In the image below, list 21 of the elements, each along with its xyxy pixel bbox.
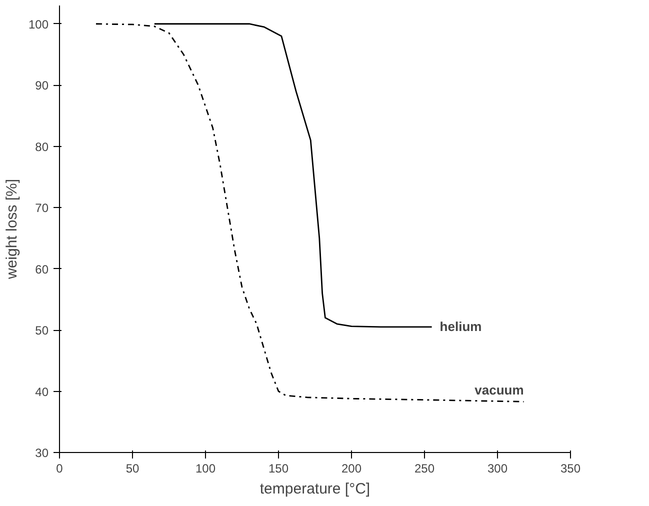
x-tick-label: 350 [560, 462, 581, 476]
line-series [95, 23, 524, 402]
x-tick-label: 100 [195, 462, 216, 476]
series-label: helium [440, 318, 482, 334]
y-tick-label: 60 [35, 262, 49, 276]
x-tick-label: 150 [268, 462, 289, 476]
y-tick-label: 30 [35, 446, 49, 460]
y-tick-label: 80 [35, 140, 49, 154]
series-label: vacuum [474, 382, 524, 398]
y-tick-label: 50 [35, 324, 49, 338]
y-tick-label: 40 [35, 384, 49, 399]
y-tick-label: 100 [28, 17, 49, 32]
y-axis-title: weight loss [%] [3, 178, 20, 280]
y-tick-label: 70 [35, 201, 49, 216]
x-tick-label: 0 [56, 462, 64, 476]
x-tick-label: 200 [341, 462, 362, 476]
x-tick-label: 50 [126, 462, 140, 476]
y-tick-label: 90 [35, 78, 49, 93]
x-axis-title: temperature [°C] [260, 480, 370, 498]
x-tick-label: 300 [487, 462, 508, 476]
x-tick-label: 250 [414, 462, 435, 476]
